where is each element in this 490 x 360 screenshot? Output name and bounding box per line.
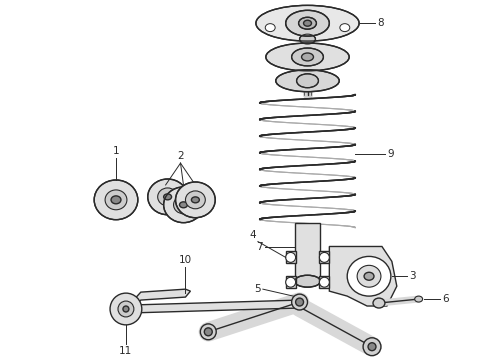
Ellipse shape <box>118 301 134 317</box>
Ellipse shape <box>299 34 316 44</box>
Text: 10: 10 <box>179 255 192 265</box>
Ellipse shape <box>286 252 295 262</box>
Ellipse shape <box>319 252 329 262</box>
Ellipse shape <box>415 296 422 302</box>
Polygon shape <box>319 251 329 264</box>
Text: 4: 4 <box>249 230 256 239</box>
Ellipse shape <box>185 191 205 209</box>
Text: 9: 9 <box>387 149 393 159</box>
Polygon shape <box>329 247 397 306</box>
Polygon shape <box>131 300 308 313</box>
Ellipse shape <box>200 324 216 340</box>
Polygon shape <box>286 251 295 264</box>
Ellipse shape <box>364 272 374 280</box>
Ellipse shape <box>319 277 329 287</box>
Ellipse shape <box>286 277 295 287</box>
Text: 3: 3 <box>409 271 416 281</box>
Ellipse shape <box>266 43 349 71</box>
Ellipse shape <box>296 74 318 88</box>
Polygon shape <box>131 289 191 311</box>
Text: 1: 1 <box>113 146 120 156</box>
Ellipse shape <box>265 24 275 32</box>
Ellipse shape <box>340 24 350 32</box>
Ellipse shape <box>301 53 314 61</box>
Ellipse shape <box>164 187 203 223</box>
Text: 8: 8 <box>377 18 384 28</box>
Ellipse shape <box>148 179 188 215</box>
Ellipse shape <box>204 328 212 336</box>
Ellipse shape <box>111 196 121 204</box>
Ellipse shape <box>347 256 391 296</box>
Ellipse shape <box>276 70 339 92</box>
Polygon shape <box>319 276 329 288</box>
Ellipse shape <box>179 202 188 208</box>
Ellipse shape <box>164 194 171 200</box>
Ellipse shape <box>158 188 177 206</box>
Text: 11: 11 <box>119 346 133 356</box>
Ellipse shape <box>298 17 317 29</box>
Ellipse shape <box>363 338 381 356</box>
Ellipse shape <box>173 196 194 214</box>
Text: 6: 6 <box>442 294 449 304</box>
Ellipse shape <box>286 10 329 36</box>
Ellipse shape <box>294 275 320 287</box>
Text: 7: 7 <box>256 243 263 252</box>
Ellipse shape <box>357 265 381 287</box>
Ellipse shape <box>292 294 308 310</box>
Ellipse shape <box>256 5 359 41</box>
Text: 2: 2 <box>177 151 184 161</box>
Ellipse shape <box>292 48 323 66</box>
Ellipse shape <box>295 298 303 306</box>
Ellipse shape <box>105 190 127 210</box>
Ellipse shape <box>110 293 142 325</box>
Text: 5: 5 <box>254 284 261 294</box>
Polygon shape <box>294 223 320 281</box>
Ellipse shape <box>373 298 385 308</box>
Ellipse shape <box>175 182 215 218</box>
Polygon shape <box>286 276 295 288</box>
Ellipse shape <box>368 343 376 351</box>
Ellipse shape <box>303 20 312 26</box>
Ellipse shape <box>192 197 199 203</box>
Ellipse shape <box>123 306 129 312</box>
Ellipse shape <box>94 180 138 220</box>
